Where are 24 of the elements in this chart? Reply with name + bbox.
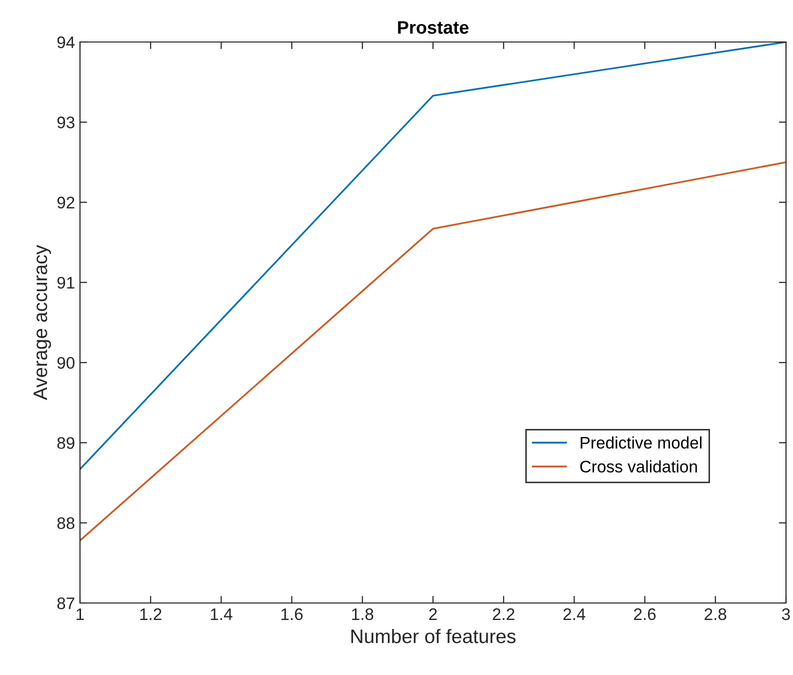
legend-label: Cross validation <box>580 460 697 473</box>
chart-title: Prostate <box>398 21 469 34</box>
y-axis-title: Average accuracy <box>34 244 52 400</box>
y-tick-label: 89 <box>57 437 74 449</box>
x-tick-label: 2.8 <box>704 608 726 620</box>
y-tick-label: 93 <box>57 116 74 128</box>
y-tick-label: 88 <box>57 517 74 530</box>
x-tick-label: 3 <box>782 608 790 620</box>
x-tick-label: 1.4 <box>210 608 232 620</box>
x-tick-label: 2 <box>429 608 437 620</box>
y-tick-label: 91 <box>57 276 74 289</box>
legend-label: Predictive model <box>580 436 702 449</box>
x-tick-label: 1 <box>76 608 84 620</box>
x-axis-title: Number of features <box>351 628 516 644</box>
x-tick-label: 2.2 <box>492 608 514 620</box>
y-tick-label: 92 <box>57 196 74 208</box>
x-tick-label: 1.2 <box>140 608 162 620</box>
y-tick-label: 90 <box>57 356 74 369</box>
y-tick-label: 87 <box>57 597 74 610</box>
x-tick-label: 2.4 <box>563 608 586 620</box>
x-tick-label: 1.8 <box>352 608 374 620</box>
x-tick-label: 2.6 <box>634 608 656 620</box>
x-tick-label: 1.6 <box>281 608 303 620</box>
y-tick-label: 94 <box>57 36 75 48</box>
